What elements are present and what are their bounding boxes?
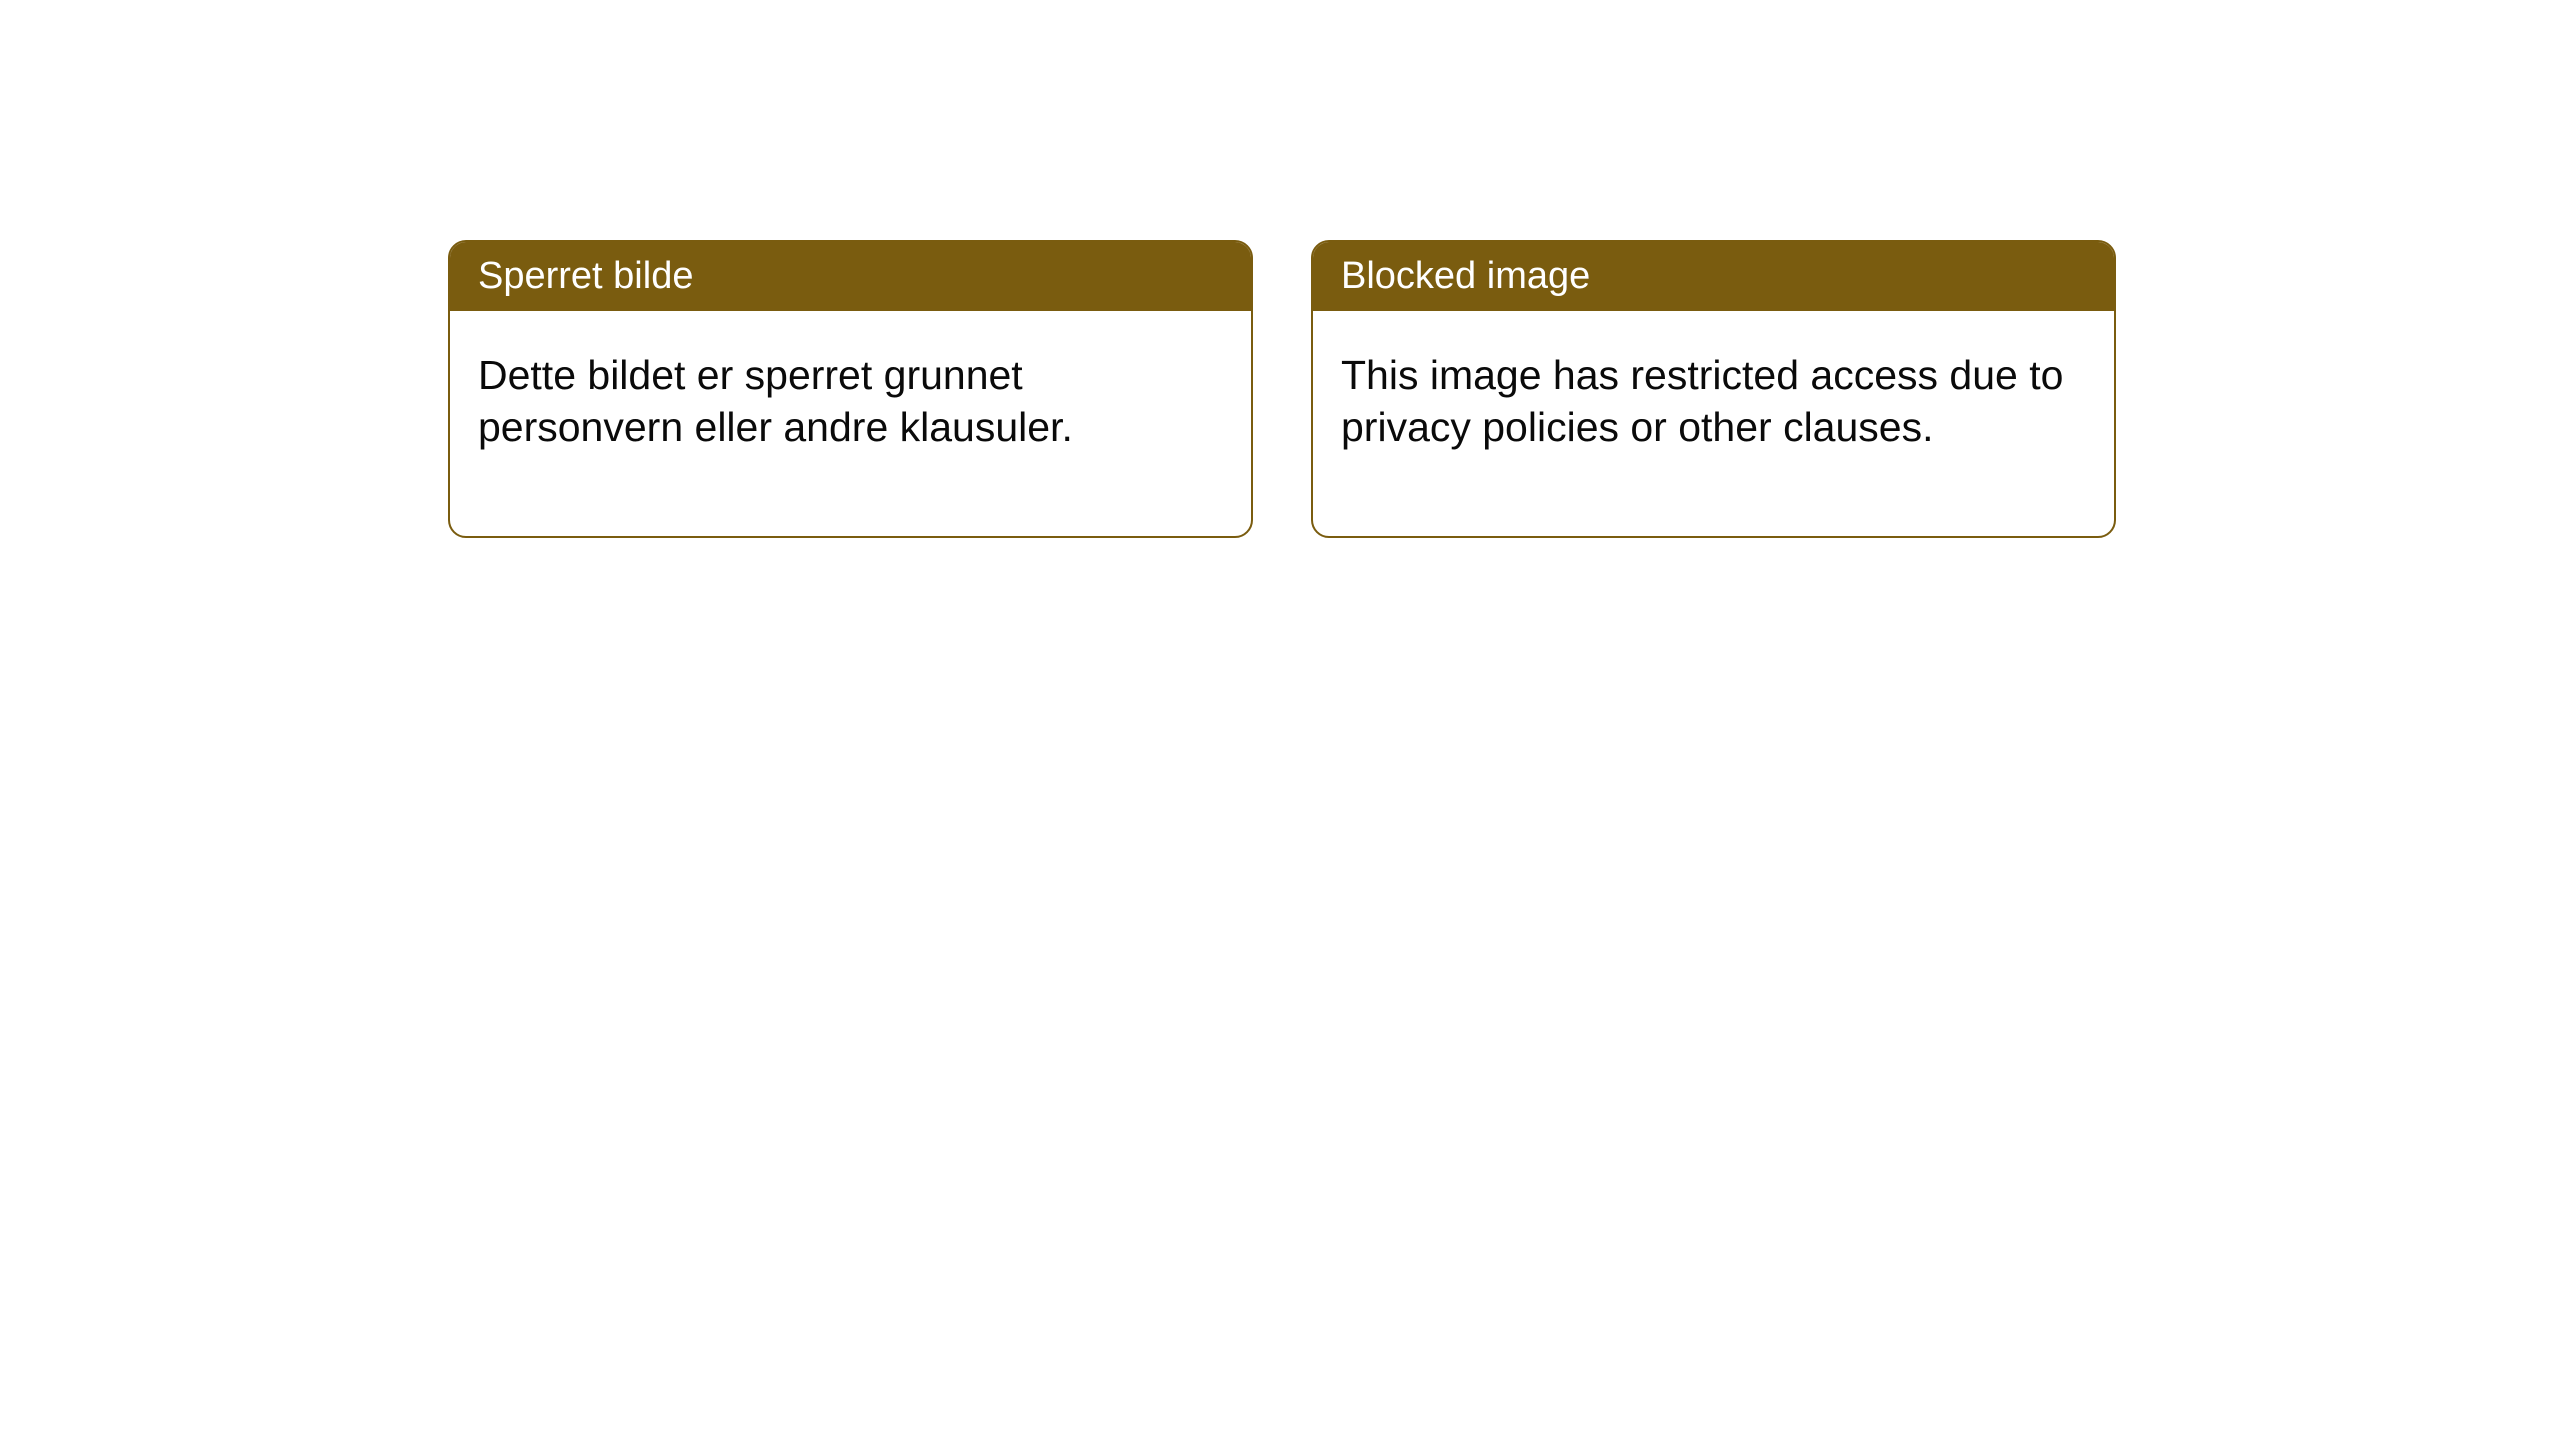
notice-title-english: Blocked image — [1313, 242, 2114, 311]
notice-card-norwegian: Sperret bilde Dette bildet er sperret gr… — [448, 240, 1253, 538]
notice-title-norwegian: Sperret bilde — [450, 242, 1251, 311]
notice-card-english: Blocked image This image has restricted … — [1311, 240, 2116, 538]
notice-body-norwegian: Dette bildet er sperret grunnet personve… — [450, 311, 1251, 536]
notice-body-english: This image has restricted access due to … — [1313, 311, 2114, 536]
notice-container: Sperret bilde Dette bildet er sperret gr… — [448, 240, 2116, 538]
